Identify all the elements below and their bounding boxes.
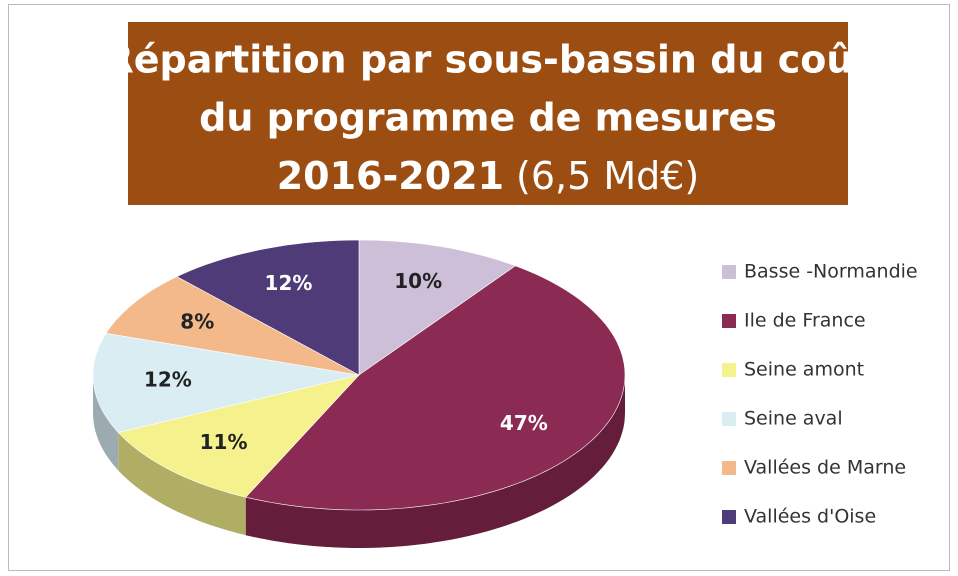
data-label: 12% — [265, 271, 313, 295]
data-label: 10% — [394, 269, 442, 293]
legend-label: Basse -Normandie — [744, 261, 918, 283]
legend-label: Vallées de Marne — [744, 457, 906, 479]
slice — [176, 239, 360, 376]
slice-top — [105, 276, 360, 376]
legend-swatch — [722, 510, 736, 524]
legend-swatch — [722, 363, 736, 377]
chart-title: Répartition par sous-bassin du coût — [104, 38, 871, 82]
slice — [358, 239, 517, 376]
slice-side — [93, 375, 119, 471]
data-label: 11% — [200, 430, 248, 454]
data-label: 47% — [500, 411, 548, 435]
chart-title-suffix: (6,5 Md€) — [516, 154, 699, 198]
slice-top — [176, 239, 360, 376]
legend-swatch — [722, 412, 736, 426]
chart-title: du programme de mesures — [199, 96, 777, 140]
slice — [105, 276, 360, 376]
slice-top — [92, 332, 360, 433]
slice — [245, 265, 626, 548]
legend-swatch — [722, 265, 736, 279]
slice-side — [118, 432, 246, 536]
legend-swatch — [722, 314, 736, 328]
data-label: 8% — [180, 309, 214, 333]
slice — [117, 374, 360, 536]
slice — [92, 332, 360, 471]
chart-title-line: 2016-2021 (6,5 Md€) — [277, 154, 700, 198]
legend-label: Seine amont — [744, 359, 864, 381]
legend-swatch — [722, 461, 736, 475]
slice-top — [245, 265, 626, 511]
data-label: 12% — [144, 368, 192, 392]
slice-top — [117, 374, 360, 498]
legend-label: Seine aval — [744, 408, 843, 430]
title-box — [128, 22, 848, 205]
legend-label: Ile de France — [744, 310, 866, 332]
slice-side — [245, 375, 625, 548]
slice-top — [358, 239, 517, 376]
legend-label: Vallées d'Oise — [744, 506, 876, 528]
chart-title: 2016-2021 — [277, 154, 504, 198]
